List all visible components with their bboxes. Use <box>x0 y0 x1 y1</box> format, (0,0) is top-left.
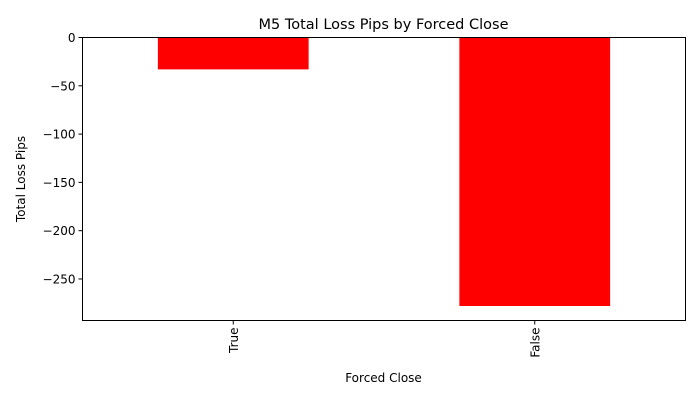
bar-false <box>459 37 611 307</box>
y-tick-label: −250 <box>43 272 76 286</box>
bars-group <box>157 37 611 307</box>
x-tick-label: False <box>528 328 542 358</box>
y-tick-label: −200 <box>43 224 76 238</box>
y-tick-label: −50 <box>50 79 75 93</box>
bar-true <box>157 37 309 70</box>
x-axis-label: Forced Close <box>345 371 422 385</box>
y-axis-label: Total Loss Pips <box>14 136 28 223</box>
y-axis: 0 −50 −100 −150 −200 −250 <box>43 31 83 286</box>
y-tick-label: 0 <box>68 31 76 45</box>
chart-title: M5 Total Loss Pips by Forced Close <box>259 17 509 33</box>
y-tick-label: −100 <box>43 128 76 142</box>
plot-area-frame <box>82 37 686 321</box>
x-tick-label: True <box>227 328 241 355</box>
x-axis: True False <box>227 320 542 358</box>
y-tick-label: −150 <box>43 176 76 190</box>
